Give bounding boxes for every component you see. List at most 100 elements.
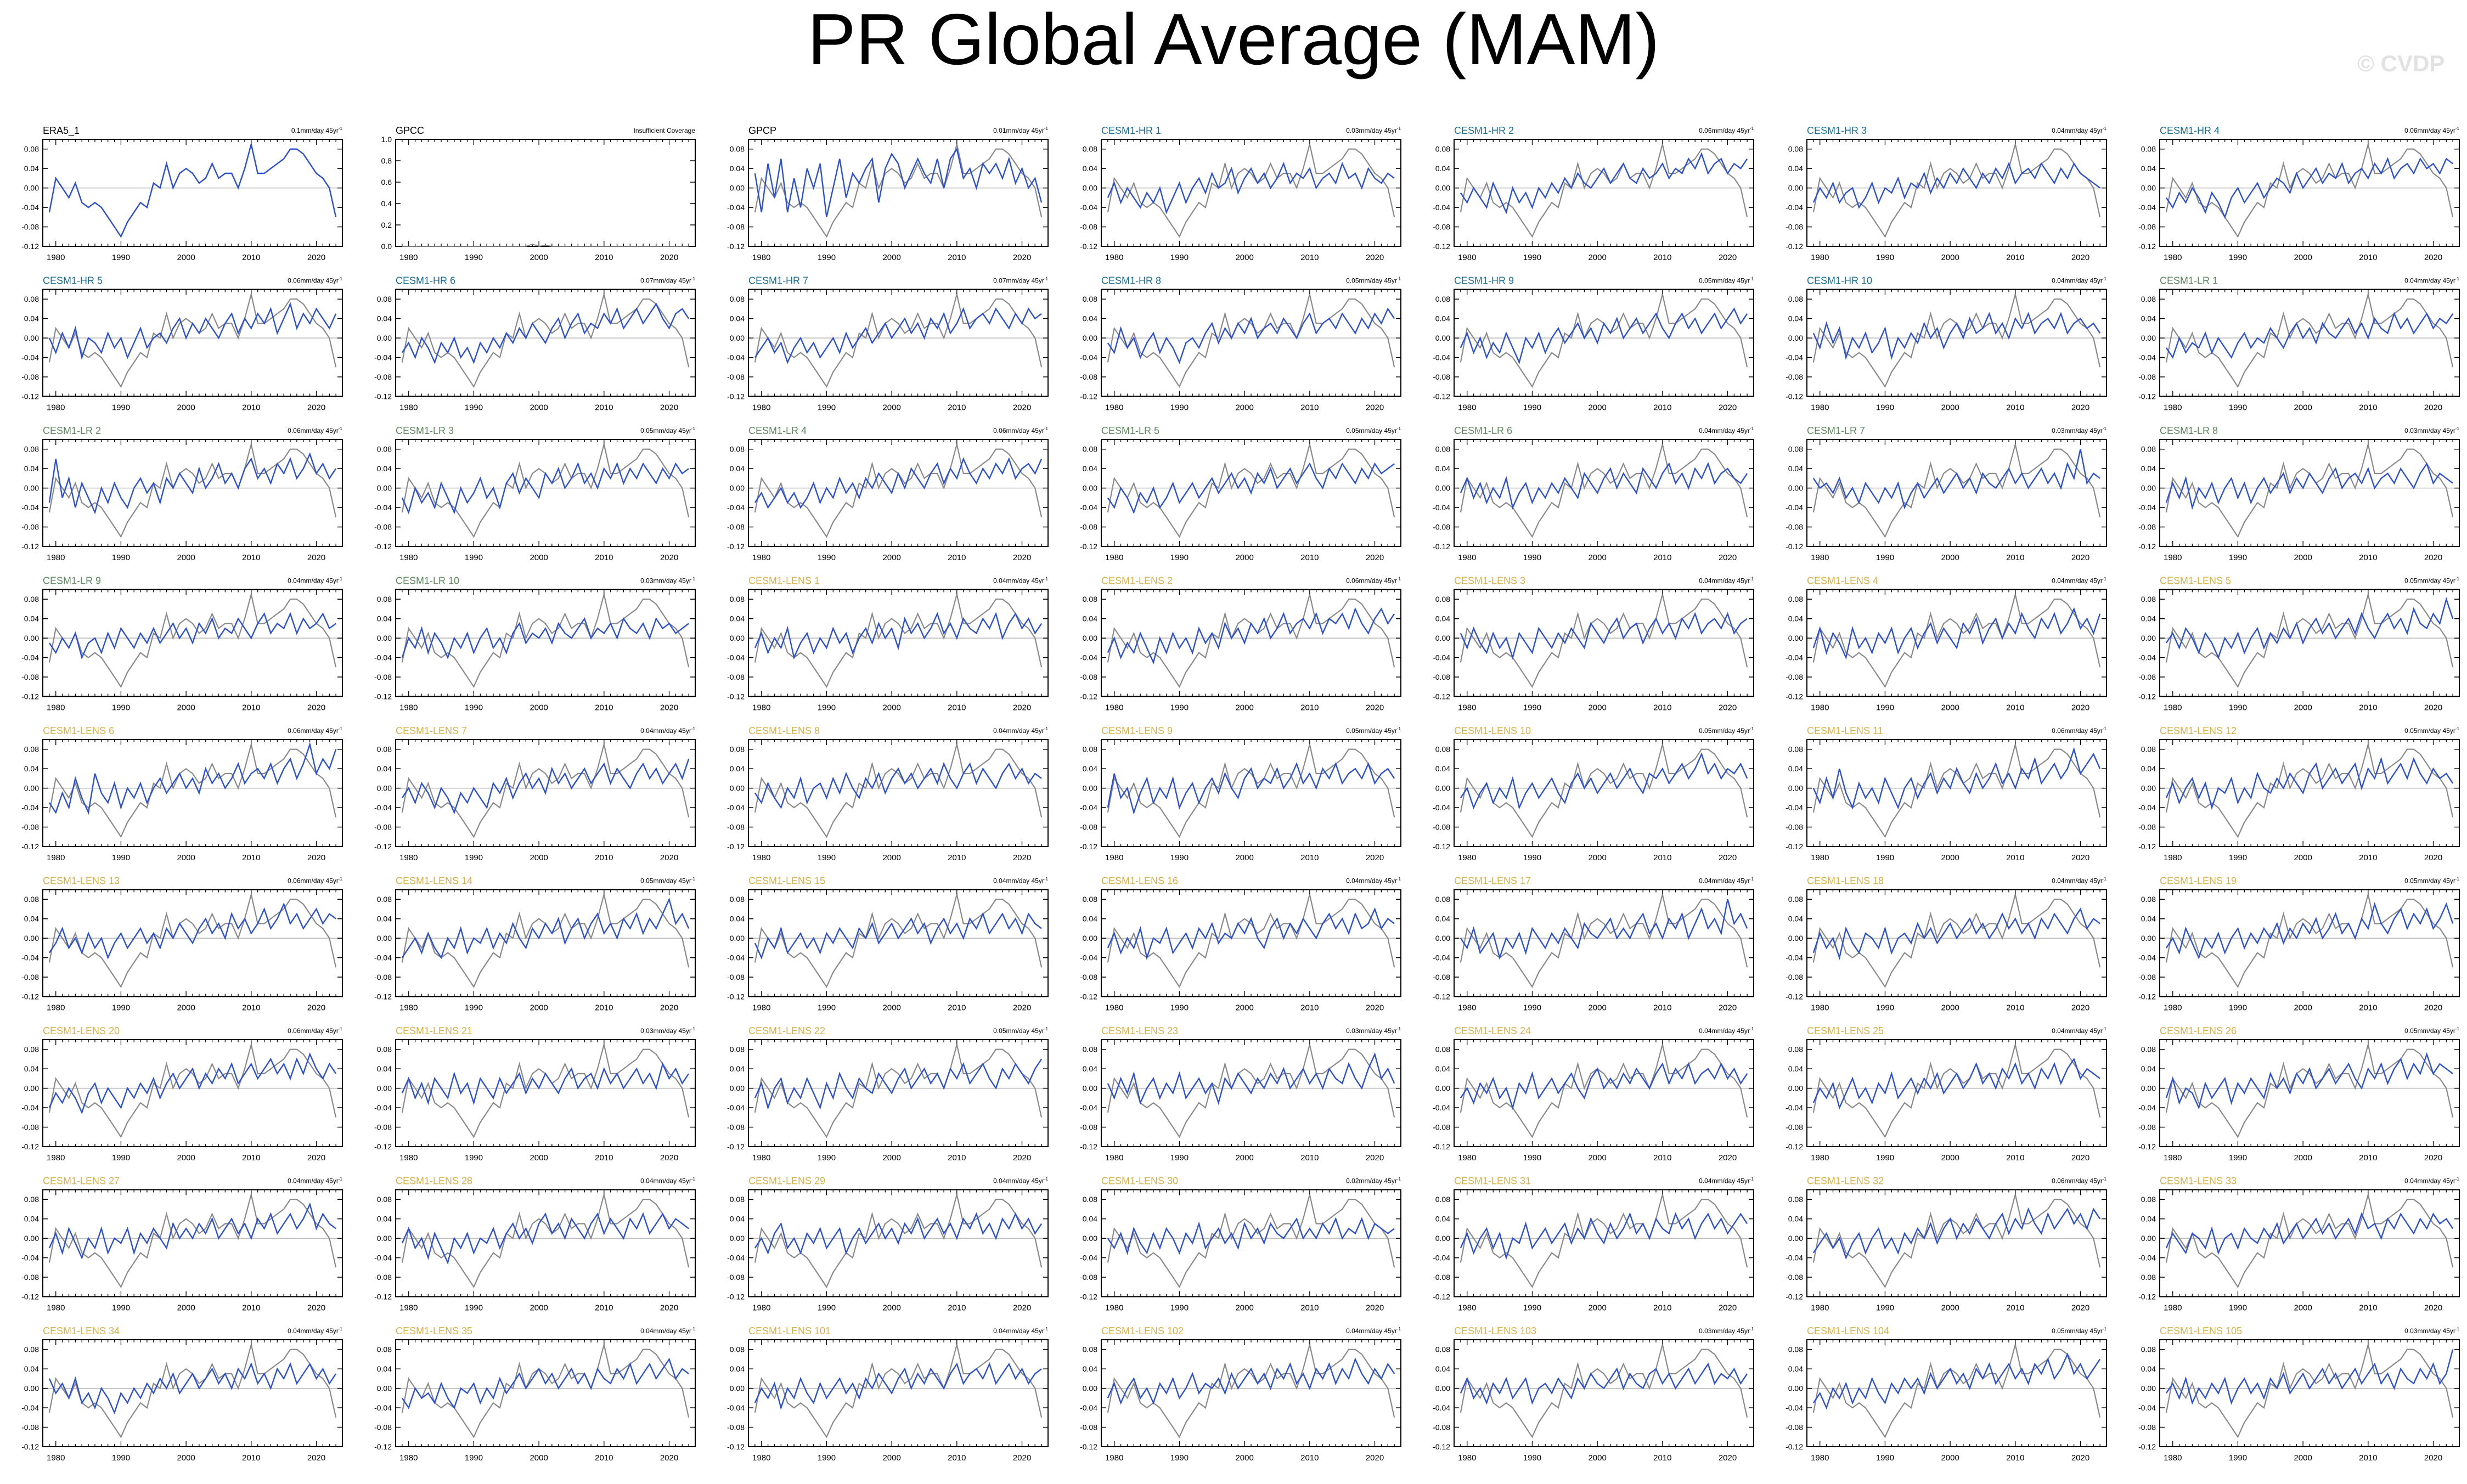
panel: 0.08 0.04 0.00 -0.04 -0.08 -0.12 1980 1990 2000 2…	[727, 425, 1049, 562]
y-tick-label: 0.00	[730, 484, 745, 493]
x-tick-label: 2010	[242, 703, 260, 713]
x-tick-label: 2020	[660, 403, 678, 413]
y-tick-label: 0.00	[1788, 334, 1803, 342]
y-tick-label: -0.08	[2138, 673, 2156, 681]
x-tick-label: 1990	[818, 403, 836, 413]
x-tick-label: 2000	[177, 1003, 195, 1013]
y-tick-label: 0.6	[381, 178, 392, 187]
reference-series-line	[1107, 594, 1395, 689]
x-tick-label: 2020	[1366, 1003, 1384, 1013]
trend-label: 0.04mm/day 45yr-1	[2052, 577, 2106, 585]
trend-label: 0.04mm/day 45yr-1	[1346, 877, 1401, 885]
trend-exponent: -1	[691, 577, 696, 582]
y-tick-label: -0.12	[1433, 242, 1450, 251]
y-tick-label: -0.12	[1433, 842, 1450, 851]
series-line	[1107, 907, 1395, 961]
y-tick-label: 0.04	[24, 164, 39, 173]
panel-label: ERA5_1	[43, 125, 80, 137]
reference-series-line	[48, 594, 337, 689]
x-tick-label: 1980	[2164, 853, 2182, 862]
x-tick-label: 2010	[948, 403, 966, 413]
y-tick-label: -0.08	[1786, 373, 1803, 381]
y-tick-label: 0.00	[1083, 334, 1097, 342]
y-tick-label: 0.00	[2141, 784, 2156, 793]
trend-exponent: -1	[2103, 726, 2107, 731]
y-tick-label: -0.08	[1080, 673, 1097, 681]
x-tick-label: 2020	[2424, 253, 2442, 262]
reference-series-line	[1107, 744, 1395, 838]
reference-series-line	[1460, 894, 1748, 989]
y-tick-label: 0.08	[730, 745, 745, 754]
x-tick-label: 2000	[2294, 553, 2312, 562]
panel-label: CESM1-HR 6	[396, 275, 455, 286]
x-tick-label: 2010	[1653, 853, 1671, 862]
x-tick-label: 1980	[2164, 403, 2182, 413]
panel: 0.08 0.04 0.00 -0.04 -0.08 -0.12 1980 1990 2000 2…	[21, 125, 343, 262]
y-tick-label: 0.00	[2141, 334, 2156, 342]
y-tick-label: -0.08	[2138, 373, 2156, 381]
y-tick-label: -0.12	[374, 692, 392, 701]
panel: 0.08 0.04 0.00 -0.04 -0.08 -0.12 1980 1990 2000 2…	[727, 275, 1049, 413]
x-tick-label: 1990	[1876, 403, 1894, 413]
trend-exponent: -1	[2455, 426, 2460, 431]
trend-label: 0.05mm/day 45yr-1	[2404, 577, 2459, 585]
y-tick-label: 0.04	[1788, 464, 1803, 473]
panel-frame	[1806, 439, 2107, 547]
y-tick-label: 0.00	[1788, 634, 1803, 642]
y-tick-label: 0.00	[1435, 784, 1450, 793]
y-tick-label: 0.04	[377, 915, 392, 923]
trend-label: 0.01mm/day 45yr-1	[993, 126, 1048, 134]
series-line	[754, 912, 1042, 960]
panel: 0.08 0.04 0.00 -0.04 -0.08 -0.12 1980 1990 2000 2…	[2138, 725, 2460, 862]
panel-frame	[1454, 439, 1754, 547]
x-tick-label: 2020	[2071, 853, 2089, 862]
reference-series-line	[754, 744, 1043, 838]
x-tick-label: 1980	[752, 1003, 770, 1013]
y-tick-label: 0.04	[730, 314, 745, 323]
y-tick-label: -0.08	[1786, 223, 1803, 232]
y-tick-label: -0.04	[1080, 653, 1097, 662]
x-tick-label: 1990	[465, 253, 483, 262]
panel: 0.08 0.04 0.00 -0.04 -0.08 -0.12 1980 1990 2000 2…	[2138, 125, 2460, 262]
x-tick-label: 2000	[1588, 853, 1606, 862]
y-tick-label: -0.12	[21, 992, 39, 1001]
x-tick-label: 1990	[1523, 553, 1541, 562]
trend-exponent: -1	[1397, 426, 1401, 431]
x-tick-label: 2000	[530, 853, 548, 862]
x-tick-label: 2010	[948, 703, 966, 713]
panel: 0.08 0.04 0.00 -0.04 -0.08 -0.12 1980 1990 2000 2…	[1080, 425, 1401, 562]
y-tick-label: -0.08	[21, 823, 39, 832]
x-tick-label: 1980	[1105, 553, 1123, 562]
x-tick-label: 2010	[595, 703, 613, 713]
panel: 0.08 0.04 0.00 -0.04 -0.08 -0.12 1980 1990 2000 2…	[1080, 275, 1401, 413]
y-tick-label: -0.04	[727, 803, 745, 812]
y-tick-label: -0.12	[727, 542, 745, 551]
y-tick-label: 0.00	[2141, 184, 2156, 193]
x-tick-label: 2000	[177, 403, 195, 413]
x-tick-label: 2010	[2006, 553, 2024, 562]
x-tick-label: 2010	[1300, 553, 1319, 562]
y-tick-label: 0.08	[377, 745, 392, 754]
reference-series-line	[401, 294, 690, 388]
x-tick-label: 1990	[2229, 703, 2247, 713]
panel-label: GPCC	[396, 125, 424, 136]
y-tick-label: -0.08	[1080, 523, 1097, 532]
y-tick-label: 0.08	[24, 895, 39, 904]
x-tick-label: 2020	[307, 1003, 325, 1013]
y-tick-label: 0.08	[1435, 295, 1450, 303]
y-tick-label: -0.04	[1433, 353, 1450, 362]
series-line	[1812, 747, 2101, 810]
trend-label: 0.04mm/day 45yr-1	[993, 877, 1048, 885]
x-tick-label: 2000	[1235, 403, 1253, 413]
panel-frame	[1454, 889, 1754, 997]
y-tick-label: 0.08	[1083, 295, 1097, 303]
y-tick-label: 0.08	[1435, 445, 1450, 454]
y-tick-label: 0.00	[1083, 934, 1097, 943]
y-tick-label: 0.04	[1435, 164, 1450, 173]
trend-label: 0.03mm/day 45yr-1	[2052, 426, 2106, 435]
x-tick-label: 1990	[1170, 403, 1189, 413]
series-line	[401, 759, 690, 815]
panel-label: CESM1-HR 5	[43, 275, 103, 286]
y-tick-label: -0.04	[21, 203, 39, 212]
y-tick-label: -0.12	[374, 542, 392, 551]
